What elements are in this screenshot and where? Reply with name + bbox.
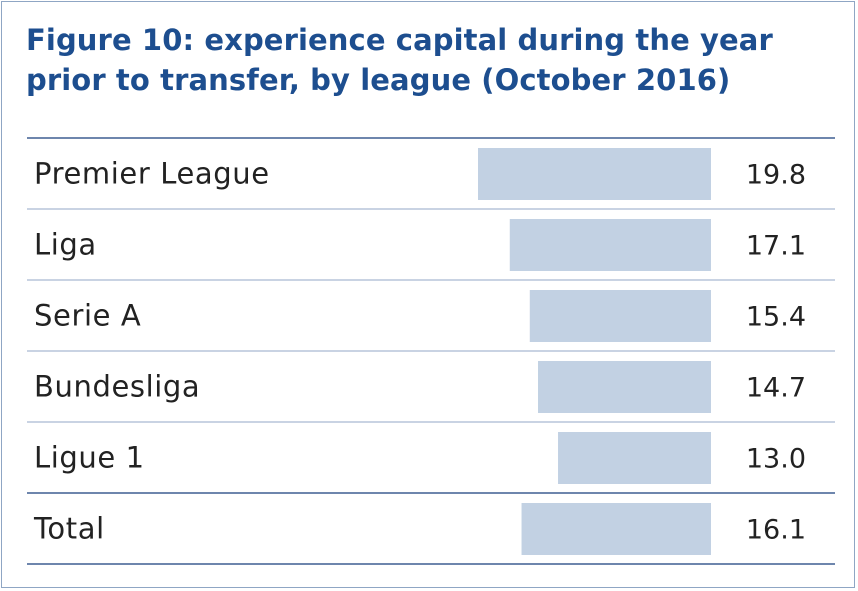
bar-liga xyxy=(509,219,711,271)
chart-title: Figure 10: experience capital during the… xyxy=(26,23,773,97)
row-label: Serie A xyxy=(34,299,141,333)
bar-ligue-1 xyxy=(558,432,711,484)
value-label: 14.7 xyxy=(746,373,806,404)
value-label: 15.4 xyxy=(746,302,806,333)
row-label: Liga xyxy=(34,228,97,262)
bar-premier-league xyxy=(478,148,711,200)
row-label: Premier League xyxy=(34,157,270,191)
bar-serie-a xyxy=(529,290,711,342)
value-label: 16.1 xyxy=(746,515,806,546)
value-label: 17.1 xyxy=(746,231,806,262)
row-label: Ligue 1 xyxy=(34,441,145,475)
bar-bundesliga xyxy=(538,361,711,413)
row-label: Total xyxy=(33,512,105,546)
value-label: 13.0 xyxy=(746,444,806,475)
value-label: 19.8 xyxy=(746,160,806,191)
bar-total xyxy=(521,503,711,555)
row-label: Bundesliga xyxy=(34,370,200,404)
